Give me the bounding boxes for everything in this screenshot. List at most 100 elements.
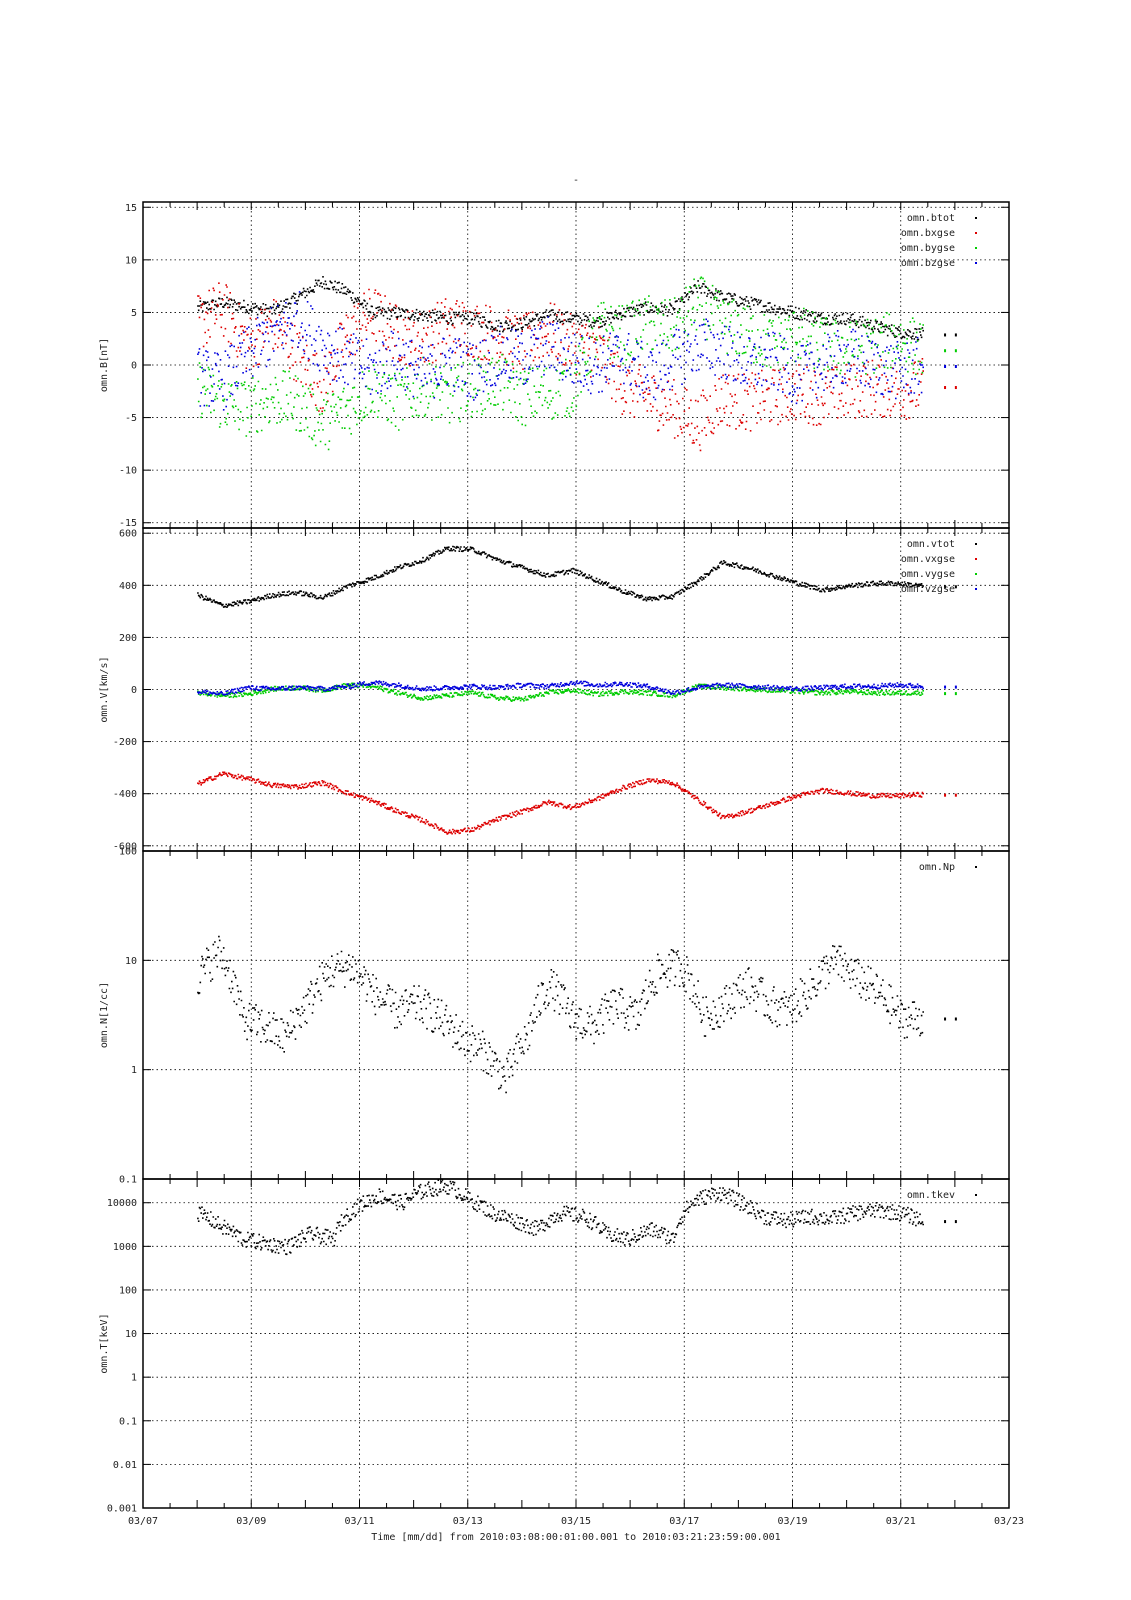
series-omn-bxgse xyxy=(197,282,957,452)
legend-label: omn.vtot xyxy=(907,539,955,550)
figure-title: - xyxy=(573,175,579,186)
legend-label: omn.bxgse xyxy=(901,228,955,239)
legend-label: omn.tkev xyxy=(907,1190,955,1201)
legend-label: omn.btot xyxy=(907,213,955,224)
legend-label: omn.vxgse xyxy=(901,554,955,565)
trailing-point xyxy=(954,692,957,696)
x-tick-label: 03/13 xyxy=(453,1516,483,1527)
series-points xyxy=(197,680,925,696)
series-points xyxy=(197,682,925,702)
x-tick-label: 03/19 xyxy=(777,1516,807,1527)
series-omn-vzgse xyxy=(197,680,957,696)
trailing-point xyxy=(944,333,947,337)
series-points xyxy=(197,291,925,411)
series-omn-bzgse xyxy=(197,291,957,411)
trailing-point xyxy=(954,793,957,797)
legend-marker xyxy=(975,232,977,234)
trailing-point xyxy=(954,349,957,353)
y-axis-label: omn.B[nT] xyxy=(99,338,110,392)
legend-marker xyxy=(975,588,977,590)
x-tick-label: 03/11 xyxy=(344,1516,374,1527)
trailing-point xyxy=(954,1017,957,1021)
legend-marker xyxy=(975,543,977,545)
legend-marker xyxy=(975,866,977,868)
legend-label: omn.vygse xyxy=(901,569,955,580)
x-tick-label: 03/23 xyxy=(994,1516,1024,1527)
trailing-point xyxy=(944,1017,947,1021)
y-tick-label: 0.001 xyxy=(107,1504,137,1515)
series-points xyxy=(197,545,925,608)
trailing-point xyxy=(944,349,947,353)
trailing-point xyxy=(954,1220,957,1224)
legend-marker xyxy=(975,573,977,575)
y-tick-label: 10000 xyxy=(107,1198,137,1209)
legend-marker xyxy=(975,262,977,264)
trailing-point xyxy=(954,685,957,689)
y-tick-label: -10 xyxy=(119,466,137,477)
magnetic-field-panel: -15 -10 -5 0 5 10 15 omn.B[nT] omn.btot omn.bxgse… xyxy=(99,201,1010,529)
series-points xyxy=(197,282,925,452)
trailing-point xyxy=(944,692,947,696)
x-tick-label: 03/09 xyxy=(236,1516,266,1527)
y-tick-label: -5 xyxy=(125,413,137,424)
series-omn-tkev xyxy=(197,1179,957,1256)
y-tick-label: 0.1 xyxy=(119,1175,137,1186)
y-tick-label: 1 xyxy=(131,1373,137,1384)
y-tick-label: 1 xyxy=(131,1065,137,1076)
legend-label: omn.Np xyxy=(919,862,955,873)
legend-label: omn.bygse xyxy=(901,243,955,254)
temperature-panel: 0.001 0.01 0.1 1 10 100 1000 10000 omn.T[keV] omn… xyxy=(99,1178,1010,1515)
density-panel: 0.1 1 10 100 omn.N[1/cc] omn.Np xyxy=(99,847,1010,1186)
x-axis-tick-labels: 03/07 03/09 03/11 03/13 03/15 03/17 03/19 03/21… xyxy=(128,1516,1024,1527)
series-points xyxy=(197,1179,925,1256)
y-tick-label: 100 xyxy=(119,847,137,858)
trailing-point xyxy=(954,585,957,589)
legend-marker xyxy=(975,217,977,219)
y-tick-label: -200 xyxy=(113,737,137,748)
y-tick-label: 100 xyxy=(119,1285,137,1296)
series-omn-vtot xyxy=(197,545,957,608)
series-points xyxy=(197,276,925,341)
y-tick-label: -15 xyxy=(119,518,137,529)
y-tick-label: 0.1 xyxy=(119,1416,137,1427)
y-tick-label: 0.01 xyxy=(113,1460,137,1471)
x-tick-label: 03/15 xyxy=(561,1516,591,1527)
trailing-point xyxy=(954,333,957,337)
series-omn-bygse xyxy=(197,276,957,451)
trailing-point xyxy=(954,386,957,390)
trailing-point xyxy=(944,585,947,589)
y-tick-label: 1000 xyxy=(113,1242,137,1253)
y-tick-label: 10 xyxy=(125,956,137,967)
y-tick-label: 5 xyxy=(131,308,137,319)
velocity-panel: -600 -400 -200 0 200 400 600 omn.V[km/s] omn.vto… xyxy=(99,527,1010,852)
y-tick-label: 10 xyxy=(125,255,137,266)
series-omn-vygse xyxy=(197,682,957,702)
series-omn-vxgse xyxy=(197,771,957,835)
legend-label: omn.bzgse xyxy=(901,258,955,269)
trailing-point xyxy=(944,1220,947,1224)
trailing-point xyxy=(944,793,947,797)
trailing-point xyxy=(954,365,957,368)
y-tick-label: -600 xyxy=(113,841,137,852)
x-tick-label: 03/21 xyxy=(886,1516,916,1527)
y-tick-label: 0 xyxy=(131,361,137,372)
y-tick-label: 0 xyxy=(131,685,137,696)
y-tick-label: -400 xyxy=(113,789,137,800)
y-tick-label: 200 xyxy=(119,633,137,644)
y-tick-label: 10 xyxy=(125,1329,137,1340)
x-axis-label: Time [mm/dd] from 2010:03:08:00:01:00.00… xyxy=(371,1532,780,1543)
trailing-point xyxy=(944,386,947,390)
trailing-point xyxy=(944,685,947,689)
legend-marker xyxy=(975,247,977,249)
legend-marker xyxy=(975,558,977,560)
series-omn-Np xyxy=(197,935,957,1094)
trailing-point xyxy=(944,365,947,368)
series-omn-btot xyxy=(197,276,957,341)
y-axis-label: omn.V[km/s] xyxy=(99,656,110,722)
series-points xyxy=(197,771,925,835)
y-tick-label: 600 xyxy=(119,529,137,540)
legend-marker xyxy=(975,1194,977,1196)
y-axis-label: omn.N[1/cc] xyxy=(99,982,110,1048)
x-tick-label: 03/07 xyxy=(128,1516,158,1527)
